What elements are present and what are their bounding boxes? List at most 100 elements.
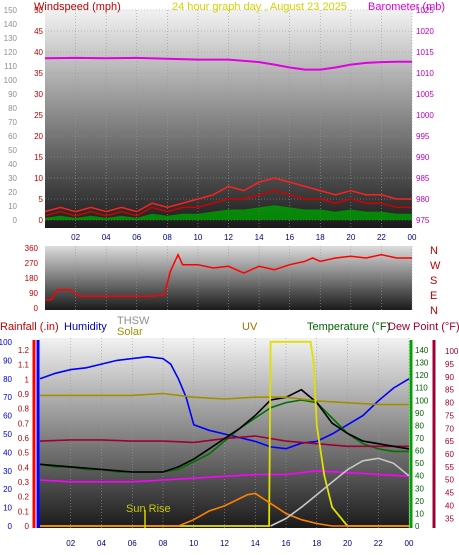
direction-axis-ticks: 0 90 180 270 360 (25, 244, 39, 313)
uv-line (40, 340, 409, 527)
solar-line (40, 492, 409, 527)
uv-tick-label: 100 (415, 396, 429, 405)
uv-tick-label: 110 (415, 384, 428, 393)
humidity-axis-ticks: 0 10 20 30 40 50 60 70 80 90 100 (0, 338, 13, 531)
direction-letter: W (430, 260, 441, 272)
rain-tick-label: 0 (25, 522, 30, 531)
wind-average-area (45, 205, 412, 220)
top-panel-background (45, 10, 412, 228)
direction-tick-label: 90 (29, 289, 38, 298)
uv-axis-ticks: 0 10 20 30 40 50 60 70 80 90 100 110 120 130 140 (415, 346, 429, 531)
temperature-tick-label: 65 (445, 437, 454, 446)
temperature-tick-label: 85 (445, 386, 454, 395)
outer-tick-label: 120 (4, 48, 18, 57)
top-x-tick-label: 06 (132, 233, 141, 242)
humidity-tick-label: 30 (3, 467, 12, 476)
magenta_line-line (39, 469, 410, 483)
temperature-axis-ticks: 35 40 45 50 55 60 65 70 75 80 85 90 95 100 (445, 347, 459, 523)
sunrise-annotation: Sun Rise (126, 503, 171, 515)
direction-tick-label: 360 (25, 244, 39, 253)
humidity-tick-label: 40 (3, 448, 12, 457)
windspeed-tick-label: 15 (34, 153, 43, 162)
temperature-tick-label: 60 (445, 450, 454, 459)
temperature-tick-label: 45 (445, 489, 454, 498)
windspeed-tick-label: 0 (39, 216, 44, 225)
bottom-x-tick-label: 14 (251, 539, 260, 548)
outer-tick-label: 0 (13, 216, 18, 225)
uv-tick-label: 50 (415, 459, 424, 468)
humidity-tick-label: 100 (0, 338, 13, 347)
uv-tick-label: 20 (415, 497, 424, 506)
thsw-label: THSW (117, 315, 150, 327)
direction-letter: N (430, 245, 438, 257)
top-x-tick-label: 00 (408, 233, 417, 242)
outer-tick-label: 130 (4, 34, 18, 43)
top-x-tick-label: 02 (71, 233, 80, 242)
direction-letter: N (430, 305, 438, 317)
outer-tick-label: 10 (8, 202, 17, 211)
humidity-tick-label: 80 (3, 375, 12, 384)
uv-tick-label: 120 (415, 371, 429, 380)
outer-tick-label: 30 (8, 174, 17, 183)
humidity-tick-label: 0 (8, 522, 13, 531)
top-x-tick-label: 20 (346, 233, 355, 242)
bottom-x-tick-label: 10 (189, 539, 198, 548)
outer-tick-label: 60 (8, 132, 17, 141)
outer-tick-label: 70 (8, 118, 17, 127)
windspeed-tick-label: 30 (34, 90, 43, 99)
uv-label: UV (242, 321, 258, 333)
windspeed-tick-label: 5 (39, 195, 44, 204)
top-outer-axis-ticks: 0 10 20 30 40 50 60 70 80 90 100 110 120 130 140 150 (4, 6, 18, 225)
dewpoint-label: Dew Point (°F) (388, 321, 459, 333)
outer-tick-label: 40 (8, 160, 17, 169)
barometer-tick-label: 985 (416, 174, 430, 183)
windspeed-tick-label: 20 (34, 132, 43, 141)
humidity-tick-label: 90 (3, 356, 12, 365)
uv-tick-label: 130 (415, 359, 429, 368)
outer-tick-label: 150 (4, 6, 18, 15)
solar-label: Solar (117, 326, 143, 338)
rain-tick-label: 1 (25, 375, 30, 384)
rain-tick-label: 0.1 (18, 507, 30, 516)
barometer-label: Barometer (mb) (368, 1, 445, 13)
direction-tick-label: 180 (25, 274, 39, 283)
temperature-tick-label: 100 (445, 347, 459, 356)
uv-tick-label: 40 (415, 472, 424, 481)
humidity-tick-label: 10 (3, 504, 12, 513)
humidity-tick-label: 70 (3, 393, 12, 402)
barometer-tick-label: 1025 (416, 6, 434, 15)
top-x-tick-label: 22 (377, 233, 386, 242)
barometer-tick-label: 1015 (416, 48, 434, 57)
bottom-x-tick-label: 08 (159, 539, 168, 548)
rain-axis-ticks: 0 0.1 0.2 0.3 0.4 0.5 0.6 0.7 0.8 0.9 1 1.1 1.2 (18, 346, 30, 531)
uv-tick-label: 80 (415, 421, 424, 430)
barometer-tick-label: 1020 (416, 27, 434, 36)
rain-tick-label: 0.4 (18, 463, 30, 472)
top-x-tick-label: 14 (255, 233, 264, 242)
rainfall-label: Rainfall (.in) (0, 321, 59, 333)
temperature-tick-label: 35 (445, 514, 454, 523)
humidity-tick-label: 60 (3, 412, 12, 421)
windspeed-label: Windspeed (mph) (34, 1, 121, 13)
uv-tick-label: 30 (415, 484, 424, 493)
temperature-tick-label: 55 (445, 463, 454, 472)
top-x-axis-ticks: 02 04 06 08 10 12 14 16 18 20 22 00 (71, 233, 417, 242)
direction-tick-label: 270 (25, 259, 39, 268)
windspeed-axis-ticks: 0 5 10 15 20 25 30 35 40 45 50 (34, 6, 43, 225)
bottom-x-tick-label: 02 (66, 539, 75, 548)
rain-tick-label: 0.3 (18, 478, 30, 487)
top-x-tick-label: 04 (102, 233, 111, 242)
outer-tick-label: 20 (8, 188, 17, 197)
uv-tick-label: 10 (415, 509, 424, 518)
direction-line (45, 252, 412, 301)
thsw-line (39, 388, 410, 473)
barometer-tick-label: 995 (416, 132, 430, 141)
outer-tick-label: 90 (8, 90, 17, 99)
top-x-tick-label: 08 (163, 233, 172, 242)
top-series (44, 56, 412, 220)
windgust-line (44, 177, 412, 213)
barometer-tick-label: 1000 (416, 111, 434, 120)
uv-tick-label: 0 (415, 522, 420, 531)
direction-letter: S (430, 275, 437, 287)
